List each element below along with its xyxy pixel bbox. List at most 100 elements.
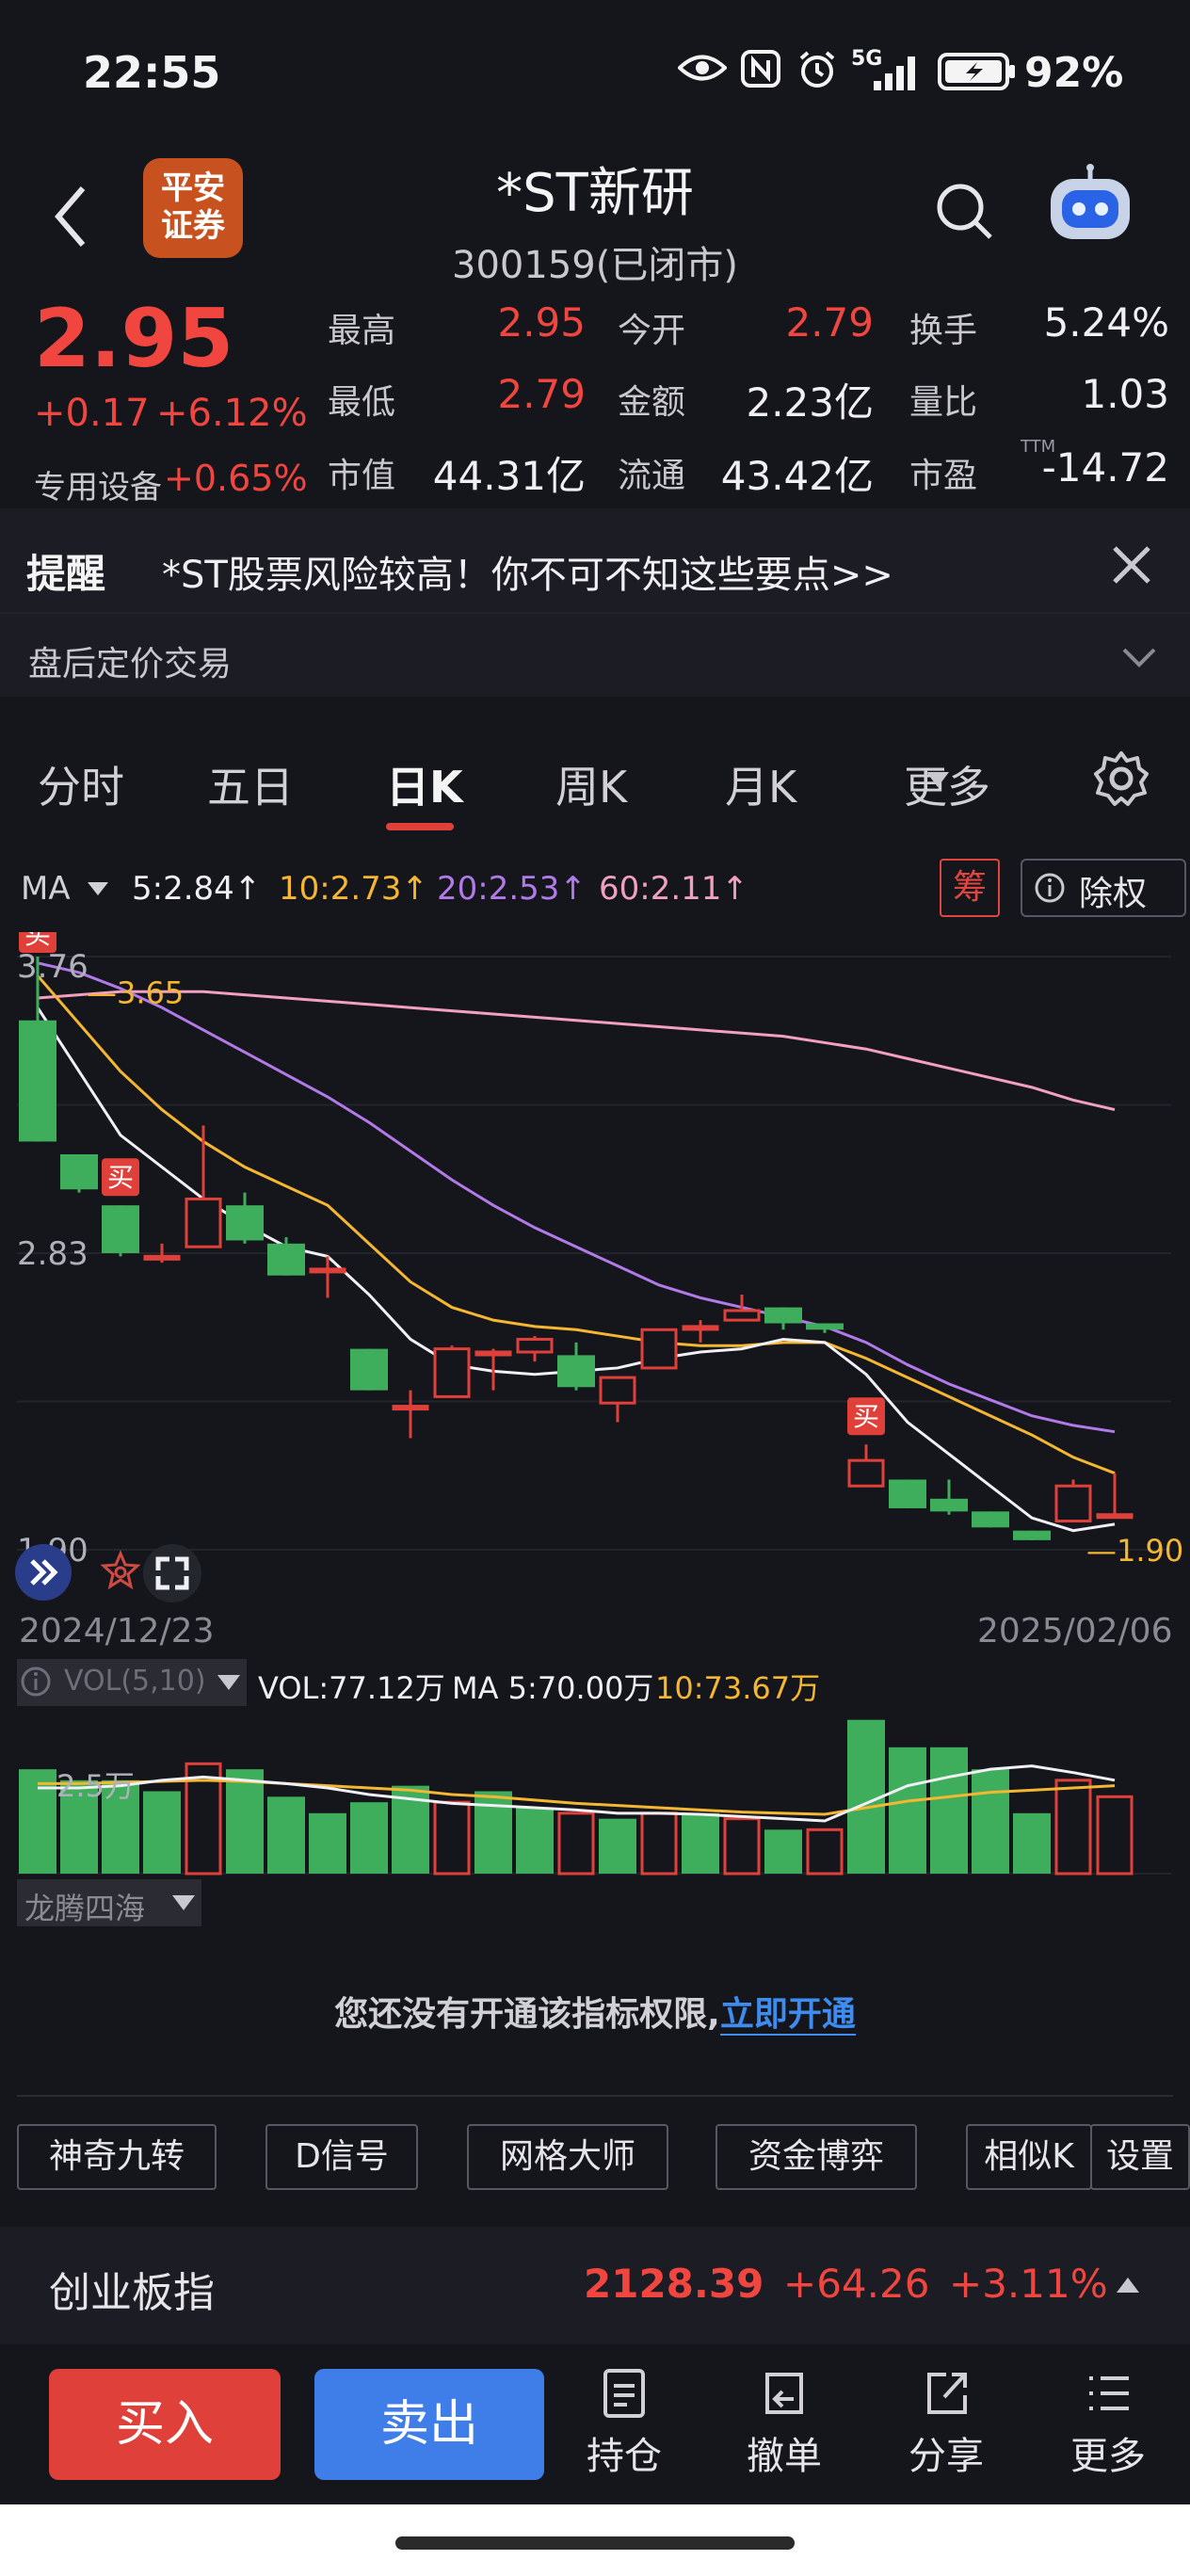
fast-forward-button[interactable] bbox=[15, 1544, 72, 1601]
candle-body bbox=[806, 1323, 844, 1330]
share-button[interactable]: 分享 bbox=[876, 2365, 1017, 2480]
settings-star-icon[interactable] bbox=[100, 1550, 141, 1591]
candle-body bbox=[640, 1328, 678, 1370]
candle-body bbox=[143, 1254, 181, 1261]
chip-distribution-button[interactable]: 筹 bbox=[940, 859, 1000, 917]
candle-body bbox=[392, 1405, 429, 1411]
indicator-selector[interactable]: 龙腾四海 bbox=[17, 1879, 201, 1926]
volume-bar bbox=[972, 1769, 1009, 1874]
banner-tag: 提醒 bbox=[26, 551, 106, 597]
ma20-line bbox=[37, 961, 1116, 1434]
tab-item[interactable]: 更多 bbox=[904, 762, 990, 813]
tool-nine-turns[interactable]: 神奇九转 bbox=[17, 2124, 217, 2190]
volume-chart[interactable] bbox=[0, 1709, 1190, 1878]
tab-item[interactable]: 五日 bbox=[207, 762, 294, 813]
ex-rights-label: 除权 bbox=[1079, 875, 1148, 913]
ma-label[interactable]: MA bbox=[21, 870, 71, 908]
ex-rights-button[interactable]: 除权 bbox=[1021, 859, 1186, 917]
volume-bar bbox=[516, 1808, 554, 1874]
tab-item[interactable]: 月K bbox=[725, 762, 797, 813]
high-annotation: —3.65 bbox=[87, 974, 184, 1010]
caret-up-icon[interactable] bbox=[1115, 2276, 1141, 2294]
candle-body bbox=[889, 1479, 926, 1508]
volume-bar bbox=[267, 1796, 305, 1874]
home-indicator[interactable] bbox=[395, 2536, 795, 2550]
tool-grid-master[interactable]: 网格大师 bbox=[467, 2124, 668, 2190]
vol-ma5-line bbox=[38, 1764, 1116, 1823]
menu-icon bbox=[1089, 2376, 1129, 2410]
ma-value: 60:2.11↑ bbox=[599, 870, 748, 908]
candle-body bbox=[474, 1350, 512, 1357]
vol-selector[interactable]: VOL(5,10) bbox=[17, 1659, 247, 1706]
indicator-notice-text: 您还没有开通该指标权限, bbox=[334, 1995, 720, 2034]
chevron-down-icon[interactable] bbox=[1120, 646, 1158, 670]
candle-body bbox=[972, 1511, 1009, 1528]
buy-marker-text: 买 bbox=[24, 932, 51, 950]
ma-caret-icon[interactable] bbox=[87, 881, 109, 896]
close-icon[interactable] bbox=[1109, 542, 1154, 588]
vol-ma10-line bbox=[38, 1779, 1116, 1816]
quote-value: 1.03 bbox=[1081, 371, 1169, 417]
ma-value: 20:2.53↑ bbox=[437, 870, 587, 908]
tab-active-indicator bbox=[386, 823, 454, 830]
holdings-button[interactable]: 持仓 bbox=[554, 2365, 695, 2480]
robot-assistant-icon[interactable] bbox=[1045, 164, 1135, 249]
volume-bar bbox=[930, 1747, 968, 1874]
risk-banner: 提醒 *ST股票风险较高！你不可不知这些要点>> 盘后定价交易 bbox=[0, 508, 1190, 697]
tool-fund-game[interactable]: 资金博弈 bbox=[716, 2124, 917, 2190]
buy-button[interactable]: 买入 bbox=[49, 2369, 281, 2480]
quote-value: -14.72 bbox=[1041, 444, 1169, 491]
candle-body bbox=[19, 1020, 56, 1142]
tool-similar-k[interactable]: 相似K bbox=[966, 2124, 1092, 2190]
volume-bar bbox=[599, 1818, 636, 1874]
volume-bar bbox=[640, 1811, 678, 1876]
quote-label: 换手 bbox=[909, 312, 978, 350]
tab-item[interactable]: 分时 bbox=[38, 762, 124, 813]
vol-ma5: MA 5:70.00万 bbox=[452, 1670, 654, 1706]
ma-value: 5:2.84↑ bbox=[132, 870, 262, 908]
buy-marker-text: 买 bbox=[107, 1162, 134, 1193]
search-icon[interactable] bbox=[932, 179, 998, 245]
candle-body bbox=[1013, 1530, 1051, 1540]
double-chevron-icon bbox=[30, 1559, 58, 1586]
back-icon[interactable] bbox=[49, 179, 96, 254]
vol-title: VOL(5,10) bbox=[64, 1665, 206, 1698]
y-axis-label: 2.83 bbox=[17, 1235, 88, 1273]
tab-item[interactable]: 日K bbox=[386, 762, 463, 813]
open-now-link[interactable]: 立即开通 bbox=[719, 1995, 856, 2036]
vol-caret-icon bbox=[217, 1674, 241, 1691]
banner-text[interactable]: *ST股票风险较高！你不可不知这些要点>> bbox=[162, 554, 893, 597]
candle-body bbox=[185, 1197, 222, 1248]
more-button[interactable]: 更多 bbox=[1037, 2365, 1179, 2480]
alarm-icon bbox=[796, 49, 838, 90]
change-pct: +6.12% bbox=[156, 392, 308, 435]
volume-bar bbox=[226, 1769, 264, 1874]
volume-bar bbox=[102, 1779, 139, 1874]
caret-down-icon[interactable] bbox=[925, 770, 951, 789]
volume-bar bbox=[433, 1800, 471, 1876]
gear-icon[interactable] bbox=[1092, 749, 1150, 808]
volume-bar bbox=[889, 1747, 926, 1874]
after-hours-label[interactable]: 盘后定价交易 bbox=[28, 645, 233, 684]
sector-change: +0.65% bbox=[164, 458, 308, 499]
fullscreen-button[interactable] bbox=[143, 1544, 201, 1602]
candle-body bbox=[60, 1154, 98, 1190]
cancel-order-button[interactable]: 撤单 bbox=[714, 2365, 855, 2480]
index-bar[interactable]: 创业板指 2128.39 +64.26 +3.11% bbox=[0, 2227, 1190, 2344]
tool-d-signal[interactable]: D信号 bbox=[265, 2124, 418, 2190]
settings-button[interactable]: 设置 bbox=[1090, 2124, 1190, 2190]
ma-legend: MA 5:2.84↑ 10:2.73↑ 20:2.53↑ 60:2.11↑ 筹 除权 bbox=[21, 859, 1188, 923]
broker-logo[interactable]: 平安证券 bbox=[143, 158, 243, 258]
low-annotation: —1.90 bbox=[1086, 1533, 1183, 1569]
network-label: 5G bbox=[851, 47, 883, 71]
document-icon bbox=[603, 2369, 645, 2418]
tools-row: 神奇九转 D信号 网格大师 资金博弈 相似K 设置 bbox=[0, 2124, 1190, 2192]
sector-name[interactable]: 专用设备 bbox=[34, 469, 162, 507]
status-bar: 22:55 5G 92% bbox=[0, 0, 1190, 151]
tab-item[interactable]: 周K bbox=[555, 762, 628, 813]
sell-button[interactable]: 卖出 bbox=[314, 2369, 544, 2480]
volume-bar bbox=[143, 1791, 181, 1874]
signal-icon bbox=[870, 53, 923, 92]
bottom-action-bar: 买入 卖出 持仓 撤单 分享 更多 bbox=[0, 2344, 1190, 2504]
